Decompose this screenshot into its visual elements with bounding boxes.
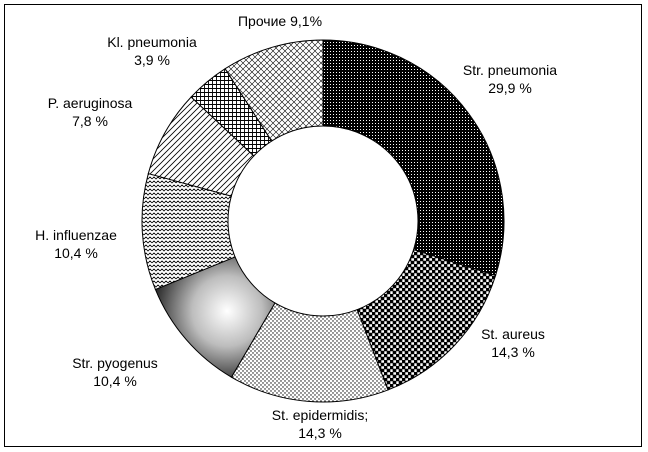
slice-label-str-pyogenus: Str. pyogenus 10,4 % — [72, 355, 158, 389]
slice-label-kl-pneumonia: Kl. pneumonia 3,9 % — [107, 34, 197, 68]
slice-прочие — [224, 39, 324, 142]
slice-label-st-aureus: St. aureus 14,3 % — [481, 326, 545, 360]
slice-str-pneumonia — [322, 39, 505, 277]
slice-label-str-pneumonia: Str. pneumonia 29,9 % — [463, 62, 557, 96]
slice-label-p-aeruginosa: P. aeruginosa 7,8 % — [48, 95, 133, 129]
slice-label-прочие: Прочие 9,1% — [238, 13, 322, 29]
slice-label-h-influenzae: H. influenzae 10,4 % — [35, 227, 117, 261]
slice-label-st-epidermidis: St. epidermidis; 14,3 % — [272, 407, 368, 441]
